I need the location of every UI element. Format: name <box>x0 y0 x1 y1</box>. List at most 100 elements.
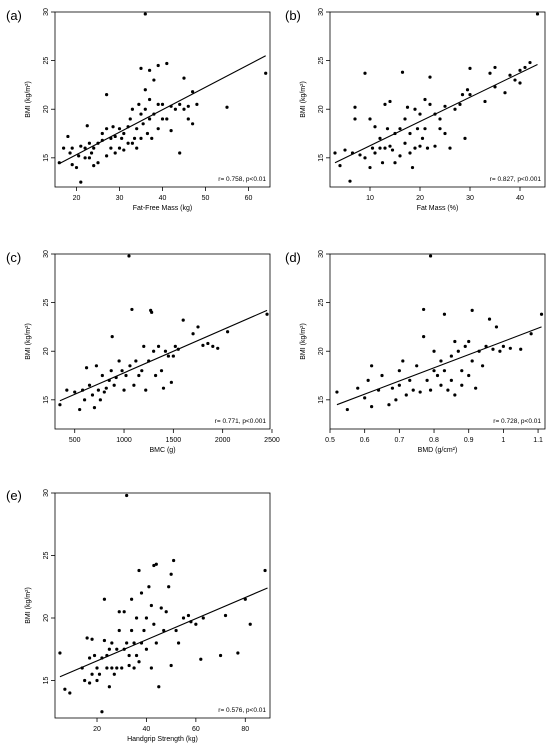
data-point <box>338 164 342 168</box>
data-point <box>518 68 522 72</box>
data-point <box>443 131 447 136</box>
data-point <box>132 641 136 645</box>
data-point <box>397 383 401 387</box>
data-point <box>498 349 502 353</box>
plot-frame <box>329 253 546 430</box>
data-point <box>422 335 426 339</box>
data-point <box>408 151 412 155</box>
data-point <box>432 369 436 373</box>
data-point <box>107 685 111 689</box>
data-point <box>112 672 116 676</box>
data-point <box>80 666 84 670</box>
data-point <box>100 138 104 142</box>
data-point <box>487 317 492 321</box>
data-point <box>248 622 252 626</box>
x-axis-label: Handgrip Strength (kg) <box>127 736 198 743</box>
data-point <box>135 127 139 131</box>
data-point <box>405 105 410 109</box>
data-point <box>432 349 436 353</box>
data-point <box>453 107 457 111</box>
data-point <box>465 88 470 92</box>
data-point <box>477 349 481 353</box>
data-point <box>63 687 67 691</box>
data-point <box>159 369 164 373</box>
data-point <box>132 666 136 670</box>
data-point <box>148 68 152 72</box>
chart-panel-1: 20 30 40 50 60 15 20 25 30 Fat-Free Mass (kg) BMI … <box>25 8 271 212</box>
data-point <box>134 653 139 658</box>
data-point <box>186 117 190 121</box>
data-point <box>169 104 173 108</box>
data-point <box>156 344 161 348</box>
data-point <box>169 380 173 384</box>
data-point <box>474 386 478 390</box>
data-point <box>463 344 467 348</box>
data-point <box>148 97 152 102</box>
data-point <box>164 610 168 614</box>
data-point <box>117 146 122 150</box>
data-point <box>90 672 94 676</box>
regression-line <box>59 587 268 678</box>
data-point <box>87 383 92 387</box>
data-point <box>105 154 109 158</box>
y-tick-label: 25 <box>43 299 50 307</box>
data-point <box>408 131 412 136</box>
data-point <box>167 585 171 589</box>
y-tick-label: 15 <box>318 396 325 404</box>
data-point <box>143 88 147 92</box>
data-point <box>57 161 61 165</box>
data-point <box>513 78 517 82</box>
data-point <box>218 653 223 658</box>
data-point <box>415 364 419 368</box>
data-point <box>448 146 452 150</box>
x-tick-label: 30 <box>116 195 124 202</box>
data-point <box>162 628 166 633</box>
data-point <box>370 364 374 368</box>
data-point <box>491 347 495 351</box>
data-point <box>135 146 139 150</box>
data-point <box>493 85 497 89</box>
data-point <box>353 105 357 109</box>
y-tick-label: 25 <box>43 552 50 560</box>
data-point <box>528 60 532 65</box>
data-point <box>420 136 425 140</box>
data-point <box>96 161 100 165</box>
data-point <box>206 341 210 346</box>
data-point <box>428 388 433 392</box>
plot-frame <box>54 11 271 188</box>
data-point <box>418 144 422 148</box>
data-point <box>153 373 158 378</box>
data-point <box>350 151 355 155</box>
data-point <box>79 180 83 184</box>
x-tick-label: 0.8 <box>429 437 439 444</box>
y-axis-label: BMI (kg/m²) <box>300 81 307 118</box>
data-point <box>433 112 437 116</box>
data-point <box>201 616 205 620</box>
data-point <box>77 154 81 158</box>
data-point <box>127 254 131 258</box>
y-tick-label: 30 <box>43 8 50 16</box>
data-point <box>66 134 70 139</box>
data-point <box>182 76 186 80</box>
data-point <box>127 653 131 658</box>
data-point <box>401 359 405 363</box>
x-tick-label: 40 <box>516 195 524 202</box>
x-tick-label: 500 <box>69 437 81 444</box>
data-point <box>174 628 178 633</box>
data-point <box>139 136 143 140</box>
data-point <box>100 710 104 714</box>
x-tick-label: 80 <box>241 726 249 733</box>
data-point <box>453 393 457 397</box>
data-point <box>383 146 387 150</box>
data-point <box>102 597 107 601</box>
x-tick-label: 1 <box>501 437 505 444</box>
data-point <box>142 344 146 348</box>
data-point <box>410 165 415 170</box>
data-point <box>394 398 398 402</box>
data-point <box>147 585 151 589</box>
data-point <box>458 102 462 106</box>
data-point <box>488 71 492 75</box>
data-point <box>363 396 367 400</box>
data-point <box>117 610 121 614</box>
